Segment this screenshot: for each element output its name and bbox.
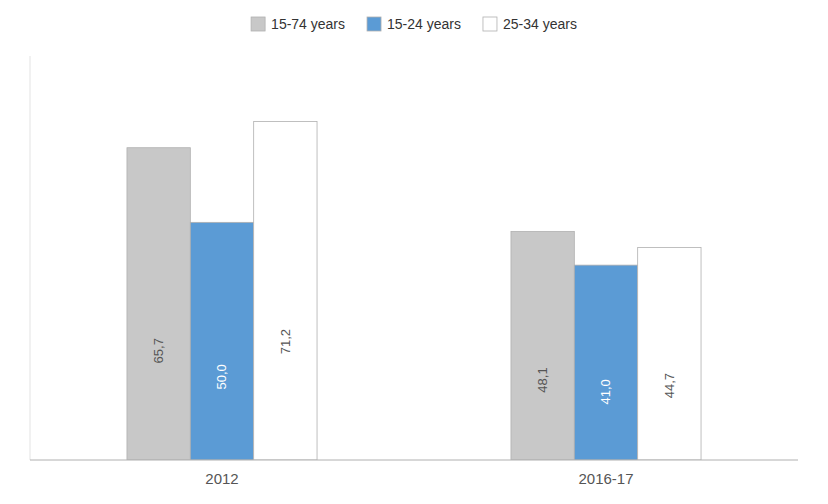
data-labels: 65,7 48,1 50,0 41,0 71,2 44,7 [151,329,677,405]
legend-swatch [483,17,497,31]
bar [574,265,637,460]
data-label: 50,0 [215,364,230,389]
y-range-line [30,56,31,460]
legend: 15-74 years 15-24 years 25-34 years [251,16,577,32]
data-label: 65,7 [151,338,166,363]
data-label: 44,7 [662,373,677,398]
bar [511,231,574,460]
legend-item: 25-34 years [483,16,577,32]
bar [190,222,253,460]
legend-swatch [367,17,381,31]
x-tick-label: 2016-17 [578,470,633,487]
data-label: 41,0 [599,379,614,404]
x-axis-line [30,460,798,461]
x-tick-label: 2012 [205,470,238,487]
bar [127,148,190,460]
legend-label: 15-24 years [387,16,461,32]
legend-swatch [251,17,265,31]
bar [638,248,701,460]
data-label: 71,2 [278,329,293,354]
bar [254,122,317,460]
chart: 65,7 48,1 50,0 41,0 71,2 44,7 2012 2016-17 15-74… [0,0,828,504]
chart-container: 65,7 48,1 50,0 41,0 71,2 44,7 2012 2016-17 15-74… [0,0,828,504]
legend-label: 15-74 years [271,16,345,32]
legend-item: 15-74 years [251,16,345,32]
legend-label: 25-34 years [503,16,577,32]
legend-item: 15-24 years [367,16,461,32]
data-label: 48,1 [535,367,550,392]
bars [127,122,701,460]
